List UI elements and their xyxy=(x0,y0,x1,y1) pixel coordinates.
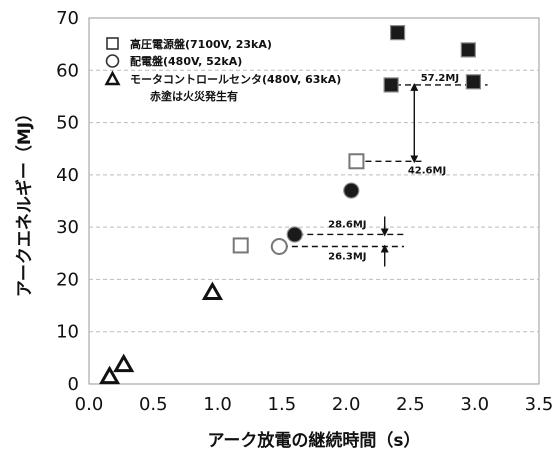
square-marker-filled xyxy=(460,42,476,58)
x-tick-label: 1.5 xyxy=(268,394,297,415)
legend-note: 赤塗は火災発生有 xyxy=(150,89,238,103)
x-axis-title: アーク放電の継続時間（s） xyxy=(207,430,420,451)
legend-circle-icon xyxy=(105,54,120,68)
legend-label-mcc: モータコントロールセンタ(480V, 63kA) xyxy=(130,73,341,86)
square-marker-open xyxy=(232,237,249,254)
triangle-marker xyxy=(113,353,135,373)
legend-label-switchgear: 高圧電源盤(7100V, 23kA) xyxy=(130,37,272,51)
legend-square-icon xyxy=(106,37,119,50)
circle-marker-open xyxy=(270,237,288,255)
x-tick-label: 0.5 xyxy=(139,394,168,415)
legend-triangle-icon xyxy=(104,70,121,86)
legend-label-panelboard: 配電盤(480V, 52kA) xyxy=(130,54,242,68)
x-tick-label: 2.5 xyxy=(396,394,425,415)
y-axis-title: アークエネルギー（MJ） xyxy=(14,105,35,297)
gridlines xyxy=(89,69,539,333)
square-marker-filled xyxy=(383,77,399,93)
x-tick-label: 1.0 xyxy=(203,394,232,415)
circle-marker-filled xyxy=(343,182,360,199)
y-tick-label: 40 xyxy=(56,165,79,186)
y-tick-label: 20 xyxy=(56,269,79,290)
annotations: 57.2MJ 42.6MJ 28.6MJ 26.3MJ xyxy=(281,73,488,267)
annotation-label: 28.6MJ xyxy=(328,219,366,230)
square-marker-filled xyxy=(465,74,482,90)
circle-marker-filled xyxy=(286,226,303,243)
y-tick-label: 50 xyxy=(56,113,79,134)
annotation-label: 42.6MJ xyxy=(408,165,446,176)
x-tick-label: 3.0 xyxy=(460,394,489,415)
annotation-label: 57.2MJ xyxy=(421,73,459,84)
plot-area xyxy=(88,17,540,385)
y-tick-label: 70 xyxy=(56,8,79,29)
triangle-marker xyxy=(201,281,224,300)
square-marker-open xyxy=(348,153,365,170)
x-tick-label: 2.0 xyxy=(332,394,361,415)
x-tick-label: 0.0 xyxy=(75,394,104,415)
y-tick-label: 0 xyxy=(68,374,79,395)
square-marker-filled xyxy=(389,25,406,41)
data-points xyxy=(98,25,482,385)
legend: 高圧電源盤(7100V, 23kA) 配電盤(480V, 52kA) モータコン… xyxy=(104,37,341,103)
y-tick-label: 10 xyxy=(56,322,79,343)
annotation-label: 26.3MJ xyxy=(328,251,366,262)
x-tick-label: 3.5 xyxy=(525,394,554,415)
triangle-marker xyxy=(98,365,121,385)
y-tick-label: 30 xyxy=(56,217,79,238)
y-tick-label: 60 xyxy=(56,60,79,81)
tick-labels: 0 10 20 30 40 50 60 70 0.0 0.5 1.0 1.5 2.0 2.5 3.0 3.5 xyxy=(56,8,553,415)
